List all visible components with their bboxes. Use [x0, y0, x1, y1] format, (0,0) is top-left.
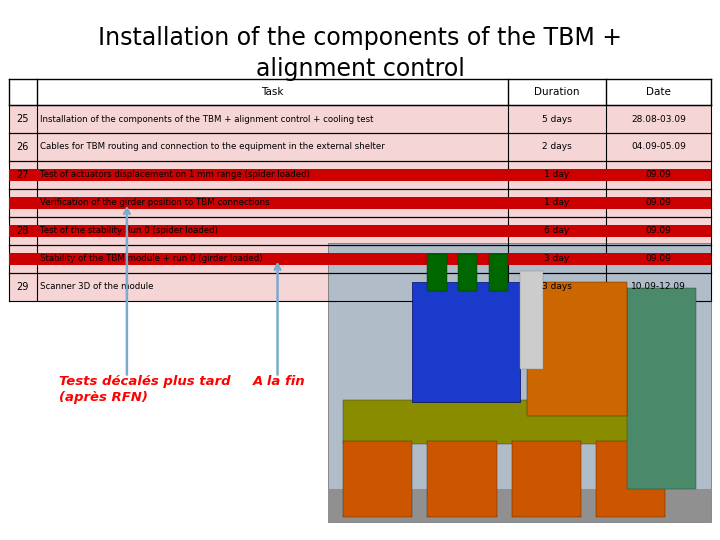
Text: 09.09: 09.09 [646, 198, 672, 207]
Text: 26: 26 [17, 142, 29, 152]
Bar [520, 271, 543, 369]
Bar [343, 442, 412, 517]
Text: 1 day: 1 day [544, 171, 570, 179]
Bar [328, 489, 711, 523]
Text: A la fin: A la fin [253, 375, 305, 388]
Text: Verification of the girder position to TBM connections: Verification of the girder position to T… [40, 198, 269, 207]
Bar [9, 161, 711, 189]
Text: 04.09-05.09: 04.09-05.09 [631, 143, 686, 152]
Bar [9, 169, 711, 181]
Text: 09.09: 09.09 [646, 171, 672, 179]
Text: Installation of the components of the TBM +
alignment control: Installation of the components of the TB… [98, 25, 622, 81]
Text: 1 day: 1 day [544, 198, 570, 207]
Text: Cables for TBM routing and connection to the equipment in the external shelter: Cables for TBM routing and connection to… [40, 143, 384, 152]
Bar [627, 288, 696, 489]
Bar [458, 254, 477, 291]
Text: Test of the stability Run 0 (spider loaded): Test of the stability Run 0 (spider load… [40, 226, 217, 235]
Bar [328, 243, 711, 523]
Bar [9, 105, 711, 133]
Bar [9, 197, 711, 209]
Text: 10.09-12.09: 10.09-12.09 [631, 282, 686, 291]
Bar [489, 254, 508, 291]
Bar [428, 442, 497, 517]
Text: Tests décalés plus tard
(après RFN): Tests décalés plus tard (après RFN) [59, 375, 230, 404]
Text: Task: Task [261, 87, 284, 97]
Text: 2 days: 2 days [542, 143, 572, 152]
Bar [343, 400, 680, 444]
Bar [9, 133, 711, 161]
Text: 29: 29 [17, 282, 29, 292]
Bar [527, 282, 627, 416]
Bar [9, 79, 711, 105]
Text: Test of actuators displacement on 1 mm range (spider loaded): Test of actuators displacement on 1 mm r… [40, 171, 310, 179]
Text: 09.09: 09.09 [646, 254, 672, 263]
Bar [9, 273, 711, 301]
Text: Stability of the TBM module + run 0 (girder loaded): Stability of the TBM module + run 0 (gir… [40, 254, 262, 263]
Text: 5 days: 5 days [542, 114, 572, 124]
Text: 25: 25 [17, 114, 29, 124]
Text: Duration: Duration [534, 87, 580, 97]
Text: Date: Date [647, 87, 671, 97]
Bar [512, 442, 581, 517]
Text: 6 day: 6 day [544, 226, 570, 235]
Bar [9, 253, 711, 265]
Text: 28.08-03.09: 28.08-03.09 [631, 114, 686, 124]
Text: 28: 28 [17, 226, 29, 236]
Bar [596, 442, 665, 517]
Text: 3 day: 3 day [544, 254, 570, 263]
Bar [9, 245, 711, 273]
Text: Scanner 3D of the module: Scanner 3D of the module [40, 282, 153, 291]
Text: Installation of the components of the TBM + alignment control + cooling test: Installation of the components of the TB… [40, 114, 373, 124]
Bar [9, 225, 711, 237]
Text: 09.09: 09.09 [646, 226, 672, 235]
Bar [412, 282, 520, 402]
Text: 27: 27 [17, 170, 29, 180]
Bar [428, 254, 446, 291]
Bar [9, 217, 711, 245]
Bar [9, 189, 711, 217]
Text: 3 days: 3 days [542, 282, 572, 291]
